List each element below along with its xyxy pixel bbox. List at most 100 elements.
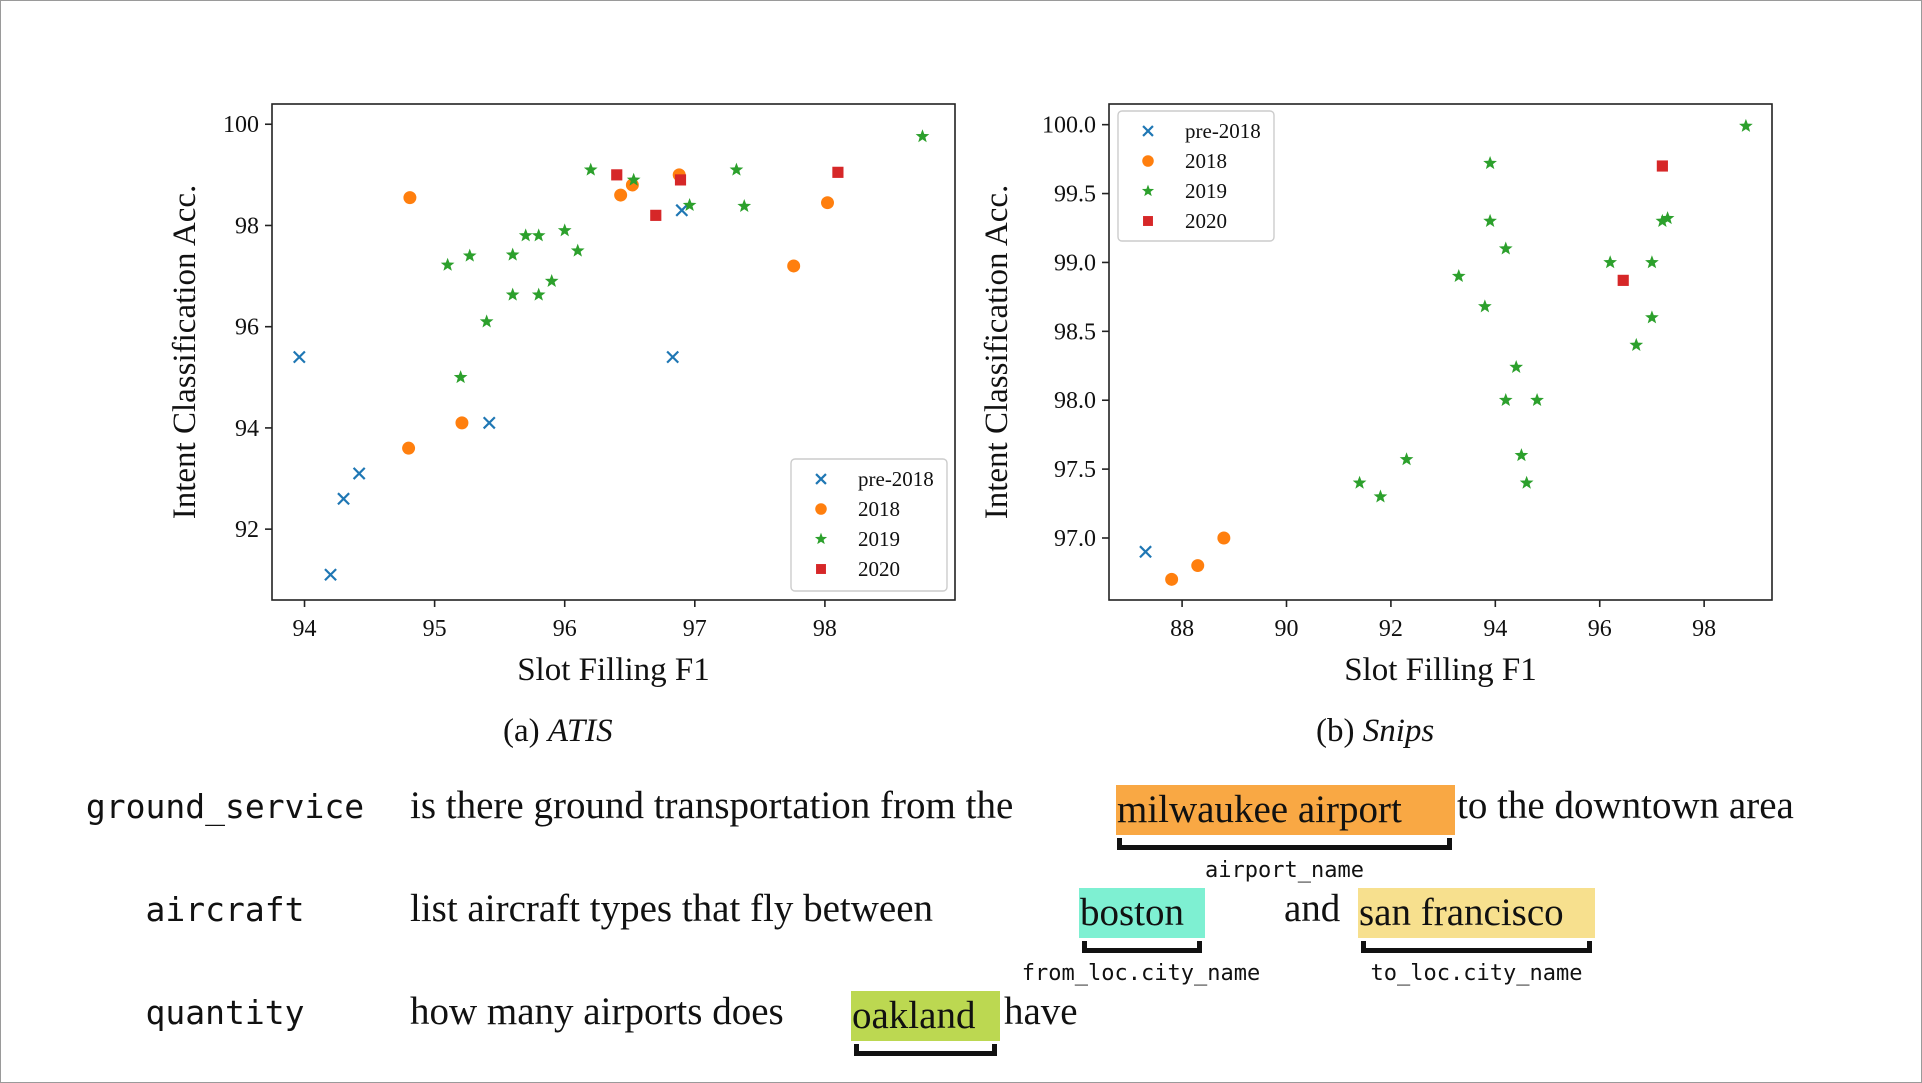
data-point bbox=[1603, 255, 1618, 269]
y-tick-label: 98 bbox=[235, 213, 259, 239]
x-tick-label: 94 bbox=[293, 616, 317, 642]
data-point bbox=[821, 196, 834, 210]
y-tick-label: 100 bbox=[223, 112, 259, 138]
legend: pre-2018 2018 2019 2020 bbox=[1117, 110, 1275, 242]
data-point bbox=[1191, 559, 1205, 573]
series-2019 bbox=[1352, 118, 1753, 503]
caption-snips: (b) Snips bbox=[1316, 713, 1434, 750]
data-point bbox=[1530, 393, 1544, 407]
data-point bbox=[1656, 160, 1668, 172]
data-point bbox=[462, 248, 477, 262]
sentence-text: and bbox=[1284, 887, 1341, 930]
legend-box bbox=[1117, 110, 1275, 242]
series-2020 bbox=[611, 166, 844, 221]
intent-label: aircraft bbox=[145, 890, 305, 929]
y-tick-label: 94 bbox=[235, 416, 259, 442]
y-tick-label: 97.0 bbox=[1054, 526, 1096, 552]
sentence-text: how many airports does bbox=[410, 990, 784, 1033]
slot-brace bbox=[854, 1044, 997, 1056]
y-tick-label: 100.0 bbox=[1042, 113, 1096, 139]
data-point bbox=[1399, 452, 1414, 466]
y-axis-label: Intent Classification Acc. bbox=[979, 185, 1015, 520]
legend-label: 2020 bbox=[858, 557, 900, 581]
slot-brace bbox=[1117, 838, 1452, 850]
data-point bbox=[1498, 241, 1513, 255]
data-point bbox=[1478, 299, 1492, 313]
legend-label: 2020 bbox=[1185, 209, 1227, 233]
data-point bbox=[650, 209, 662, 221]
slot-highlight: boston bbox=[1079, 888, 1205, 938]
data-point bbox=[583, 162, 598, 176]
data-point bbox=[611, 169, 623, 181]
y-tick-label: 97.5 bbox=[1054, 457, 1096, 483]
legend-marker bbox=[1142, 125, 1154, 137]
data-point bbox=[832, 166, 844, 178]
data-point bbox=[787, 259, 801, 273]
y-tick-label: 92 bbox=[235, 517, 259, 543]
slot-brace bbox=[1361, 941, 1592, 953]
intent-label: ground_service bbox=[85, 787, 365, 826]
data-point bbox=[1617, 274, 1629, 286]
data-point bbox=[626, 172, 641, 186]
caption-snips-prefix: (b) bbox=[1316, 713, 1355, 749]
data-point bbox=[1139, 545, 1152, 559]
legend-marker bbox=[814, 532, 828, 545]
data-point bbox=[403, 191, 417, 205]
data-point bbox=[518, 228, 533, 242]
x-axis-label: Slot Filling F1 bbox=[1344, 652, 1537, 688]
x-tick-label: 98 bbox=[1692, 616, 1716, 642]
data-point bbox=[505, 287, 520, 301]
legend-marker bbox=[815, 473, 827, 485]
data-point bbox=[1645, 255, 1659, 269]
data-point bbox=[453, 370, 468, 384]
series-2020 bbox=[1617, 160, 1668, 286]
x-tick-label: 92 bbox=[1379, 616, 1403, 642]
data-point bbox=[1519, 475, 1534, 489]
data-point bbox=[531, 287, 546, 301]
data-point bbox=[1483, 213, 1497, 227]
legend-label: 2019 bbox=[858, 527, 900, 551]
legend-label: 2018 bbox=[858, 497, 900, 521]
legend-label: pre-2018 bbox=[858, 467, 934, 491]
data-point bbox=[1451, 269, 1466, 283]
x-axis-label: Slot Filling F1 bbox=[517, 652, 710, 688]
legend-marker bbox=[1142, 155, 1154, 167]
caption-atis: (a) ATIS bbox=[503, 713, 613, 750]
data-point bbox=[1660, 211, 1675, 225]
data-point bbox=[324, 568, 337, 582]
x-tick-label: 94 bbox=[1483, 616, 1507, 642]
data-point bbox=[682, 198, 697, 212]
legend-marker bbox=[816, 564, 826, 574]
data-point bbox=[1483, 156, 1497, 170]
data-point bbox=[614, 188, 628, 202]
sentence-text: to the downtown area bbox=[1457, 784, 1794, 827]
data-point bbox=[1373, 489, 1388, 503]
slot-highlight: oakland bbox=[851, 991, 1000, 1041]
intent-label: quantity bbox=[145, 993, 305, 1032]
data-point bbox=[337, 492, 350, 506]
x-tick-label: 98 bbox=[813, 616, 837, 642]
data-point bbox=[675, 203, 689, 217]
x-tick-label: 90 bbox=[1274, 616, 1298, 642]
data-point bbox=[544, 273, 559, 287]
plot-area bbox=[1108, 103, 1773, 601]
data-point bbox=[557, 223, 572, 237]
data-point bbox=[1165, 572, 1179, 586]
data-point bbox=[729, 162, 744, 176]
data-point bbox=[1655, 213, 1670, 227]
data-point bbox=[479, 314, 494, 328]
sentence-text: is there ground transportation from the bbox=[410, 784, 1014, 827]
legend: pre-2018 2018 2019 2020 bbox=[790, 458, 948, 592]
y-tick-label: 99.5 bbox=[1054, 182, 1096, 208]
data-point bbox=[1629, 337, 1644, 351]
legend-marker bbox=[1141, 184, 1155, 197]
data-point bbox=[1514, 448, 1529, 462]
caption-atis-name: ATIS bbox=[547, 713, 613, 749]
y-axis-label: Intent Classification Acc. bbox=[167, 185, 203, 520]
series-2019 bbox=[440, 129, 930, 384]
x-tick-label: 97 bbox=[683, 616, 707, 642]
caption-atis-prefix: (a) bbox=[503, 713, 540, 749]
data-point bbox=[292, 350, 306, 364]
series-2018 bbox=[402, 168, 834, 455]
